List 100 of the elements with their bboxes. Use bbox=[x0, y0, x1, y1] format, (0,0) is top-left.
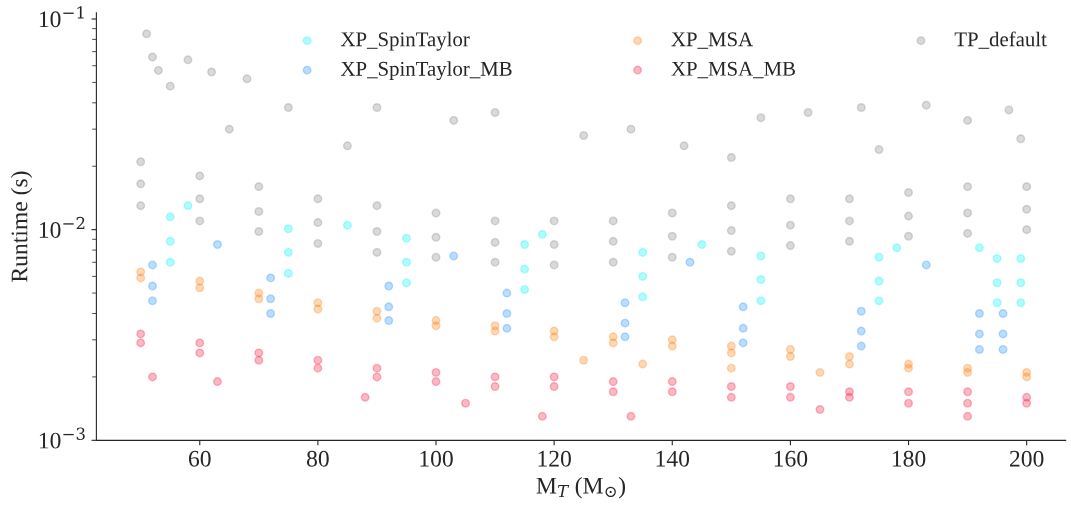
point bbox=[136, 338, 146, 348]
point bbox=[148, 281, 158, 291]
point bbox=[431, 367, 441, 377]
point bbox=[667, 387, 677, 397]
x-tick-label: 80 bbox=[306, 450, 329, 467]
point bbox=[608, 377, 618, 387]
point bbox=[992, 253, 1002, 263]
point bbox=[874, 296, 884, 306]
point bbox=[490, 372, 500, 382]
x-tick-label: 140 bbox=[656, 450, 690, 467]
point bbox=[195, 348, 205, 358]
x-tick-label: 160 bbox=[774, 450, 808, 467]
point bbox=[904, 359, 914, 369]
y-axis-title: Runtime (s) bbox=[10, 171, 33, 282]
point bbox=[431, 316, 441, 326]
point bbox=[342, 220, 352, 230]
point bbox=[313, 363, 323, 373]
point bbox=[195, 338, 205, 348]
point bbox=[401, 233, 411, 243]
point bbox=[756, 251, 766, 261]
point bbox=[195, 276, 205, 286]
point bbox=[372, 306, 382, 316]
point bbox=[815, 405, 825, 415]
point bbox=[844, 351, 854, 361]
point bbox=[974, 243, 984, 253]
point bbox=[212, 377, 222, 387]
point bbox=[992, 278, 1002, 288]
point bbox=[384, 281, 394, 291]
point bbox=[537, 229, 547, 239]
point bbox=[520, 284, 530, 294]
point bbox=[212, 240, 222, 250]
point bbox=[844, 359, 854, 369]
point bbox=[1016, 278, 1026, 288]
point bbox=[579, 355, 589, 365]
point bbox=[726, 382, 736, 392]
point bbox=[963, 398, 973, 408]
point bbox=[685, 257, 695, 267]
point bbox=[313, 355, 323, 365]
point bbox=[1016, 253, 1026, 263]
point bbox=[856, 326, 866, 336]
point bbox=[638, 271, 648, 281]
point bbox=[1022, 367, 1032, 377]
point bbox=[165, 236, 175, 246]
point bbox=[313, 298, 323, 308]
point bbox=[904, 387, 914, 397]
point bbox=[667, 377, 677, 387]
point bbox=[502, 323, 512, 333]
point bbox=[401, 257, 411, 267]
legend-label: XP_SpinTaylor bbox=[340, 31, 470, 51]
point bbox=[998, 329, 1008, 339]
point bbox=[608, 332, 618, 342]
point bbox=[815, 367, 825, 377]
point bbox=[266, 308, 276, 318]
point bbox=[254, 355, 264, 365]
point bbox=[874, 276, 884, 286]
point bbox=[963, 411, 973, 421]
point bbox=[520, 264, 530, 274]
point bbox=[856, 306, 866, 316]
point bbox=[974, 329, 984, 339]
point bbox=[697, 240, 707, 250]
point bbox=[726, 363, 736, 373]
point bbox=[360, 392, 370, 402]
point bbox=[183, 201, 193, 211]
point bbox=[620, 298, 630, 308]
point bbox=[785, 392, 795, 402]
point bbox=[844, 387, 854, 397]
point bbox=[136, 329, 146, 339]
point bbox=[148, 372, 158, 382]
x-tick-label: 200 bbox=[1009, 450, 1044, 467]
point bbox=[638, 359, 648, 369]
point bbox=[874, 252, 884, 262]
point bbox=[638, 292, 648, 302]
point bbox=[254, 348, 264, 358]
point bbox=[998, 344, 1008, 354]
point bbox=[549, 372, 559, 382]
point bbox=[963, 387, 973, 397]
legend-label: XP_MSA_MB bbox=[671, 61, 795, 79]
point bbox=[283, 247, 293, 257]
point bbox=[785, 344, 795, 354]
point bbox=[738, 338, 748, 348]
point bbox=[963, 363, 973, 373]
x-tick-label: 60 bbox=[188, 450, 211, 467]
point bbox=[1022, 392, 1032, 402]
point bbox=[165, 212, 175, 222]
point bbox=[549, 382, 559, 392]
point bbox=[372, 363, 382, 373]
point bbox=[431, 377, 441, 387]
point bbox=[502, 288, 512, 298]
point bbox=[738, 302, 748, 312]
point bbox=[520, 240, 530, 250]
point bbox=[638, 247, 648, 257]
point bbox=[608, 387, 618, 397]
point bbox=[756, 274, 766, 284]
point bbox=[490, 321, 500, 331]
point bbox=[992, 298, 1002, 308]
point bbox=[785, 351, 795, 361]
point bbox=[892, 243, 902, 253]
point bbox=[726, 341, 736, 351]
point bbox=[401, 278, 411, 288]
point bbox=[756, 296, 766, 306]
